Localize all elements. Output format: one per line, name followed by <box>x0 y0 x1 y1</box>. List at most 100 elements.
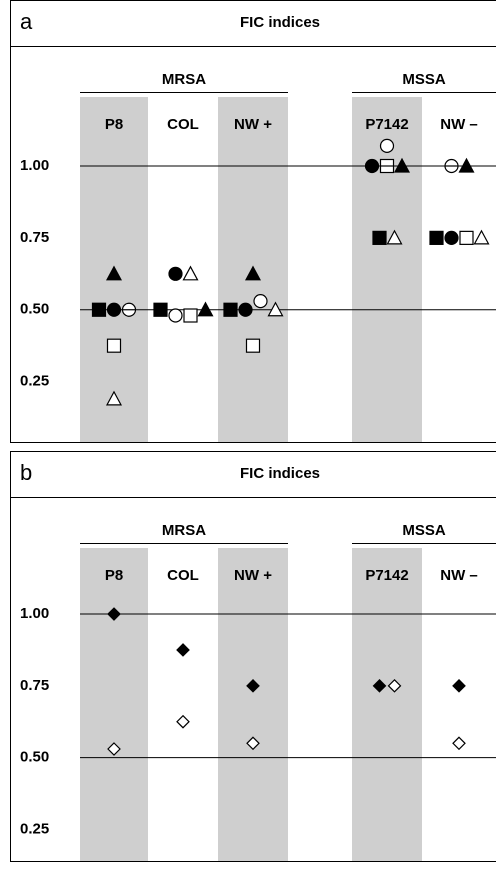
marker <box>91 302 107 317</box>
marker <box>387 678 402 693</box>
y-tick-label: 0.75 <box>20 229 49 246</box>
marker-shape <box>245 338 261 353</box>
marker <box>458 157 475 173</box>
marker <box>106 338 122 353</box>
marker-shape <box>386 229 403 245</box>
marker-shape <box>379 138 395 153</box>
marker-shape <box>107 607 121 621</box>
marker-shape <box>459 230 474 245</box>
marker-shape <box>106 302 122 317</box>
category-label: P7142 <box>365 116 408 133</box>
marker-shape <box>393 157 411 173</box>
marker <box>182 265 199 281</box>
chart-title: FIC indices <box>240 14 320 31</box>
group-label: MRSA <box>162 522 206 539</box>
marker-shape <box>246 678 260 693</box>
marker-shape <box>372 230 387 245</box>
category-label: P8 <box>105 116 123 133</box>
marker-shape <box>452 736 466 751</box>
category-label: COL <box>167 567 199 584</box>
marker <box>223 302 238 317</box>
marker-shape <box>176 643 190 657</box>
marker-shape <box>429 230 444 245</box>
category-label: NW + <box>234 116 272 133</box>
marker <box>107 607 121 621</box>
y-tick-label: 0.25 <box>20 820 49 837</box>
marker <box>121 302 137 317</box>
marker <box>364 158 380 174</box>
marker-shape <box>387 678 402 693</box>
marker-shape <box>473 229 490 245</box>
marker <box>183 308 198 323</box>
marker-shape <box>223 302 238 317</box>
group-label: MSSA <box>402 71 446 88</box>
marker-shape <box>364 158 380 174</box>
column-band <box>352 97 422 442</box>
marker <box>176 643 190 657</box>
marker-shape <box>246 736 260 751</box>
marker-shape <box>183 308 198 323</box>
category-label: NW – <box>440 567 478 584</box>
marker <box>253 294 268 309</box>
marker <box>429 230 444 245</box>
marker-shape <box>176 714 190 729</box>
marker <box>246 736 260 751</box>
marker <box>244 265 262 281</box>
y-tick-label: 0.75 <box>20 677 49 694</box>
marker <box>393 157 411 173</box>
y-tick-label: 0.50 <box>20 749 49 766</box>
marker <box>444 230 459 245</box>
marker <box>245 338 261 353</box>
marker-shape <box>372 678 387 693</box>
marker <box>238 302 253 317</box>
marker-shape <box>107 742 121 756</box>
column-band <box>352 548 422 861</box>
marker-shape <box>91 302 107 317</box>
column-band <box>218 548 288 861</box>
marker-shape <box>244 265 262 281</box>
marker-shape <box>105 390 123 406</box>
marker <box>168 266 183 281</box>
marker-shape <box>105 265 123 281</box>
marker-shape <box>238 302 253 317</box>
marker-shape <box>182 265 199 281</box>
category-label: NW + <box>234 567 272 584</box>
y-tick-label: 1.00 <box>20 157 49 174</box>
column-band <box>80 548 148 861</box>
marker-shape <box>168 266 183 281</box>
panel-label: b <box>20 460 32 485</box>
category-label: P7142 <box>365 567 408 584</box>
marker <box>372 230 387 245</box>
marker-shape <box>197 301 214 317</box>
marker <box>176 714 190 729</box>
panel-frame <box>10 451 496 862</box>
marker <box>372 678 387 693</box>
marker <box>246 678 260 693</box>
marker-shape <box>106 338 122 353</box>
marker <box>168 308 183 323</box>
group-label: MRSA <box>162 71 206 88</box>
y-tick-label: 0.25 <box>20 373 49 390</box>
marker <box>459 230 474 245</box>
category-label: P8 <box>105 567 123 584</box>
category-label: COL <box>167 116 199 133</box>
marker-shape <box>153 302 168 317</box>
marker-shape <box>458 157 475 173</box>
marker <box>379 138 395 153</box>
panel-frame <box>10 0 496 443</box>
category-label: NW – <box>440 116 478 133</box>
marker <box>107 742 121 756</box>
marker-shape <box>168 308 183 323</box>
marker <box>452 678 466 693</box>
chart-title: FIC indices <box>240 465 320 482</box>
marker <box>106 302 122 317</box>
marker <box>197 301 214 317</box>
y-tick-label: 1.00 <box>20 605 49 622</box>
marker <box>105 265 123 281</box>
marker <box>379 158 395 174</box>
marker <box>452 736 466 751</box>
marker <box>153 302 168 317</box>
panel-label: a <box>20 9 33 34</box>
marker-shape <box>452 678 466 693</box>
